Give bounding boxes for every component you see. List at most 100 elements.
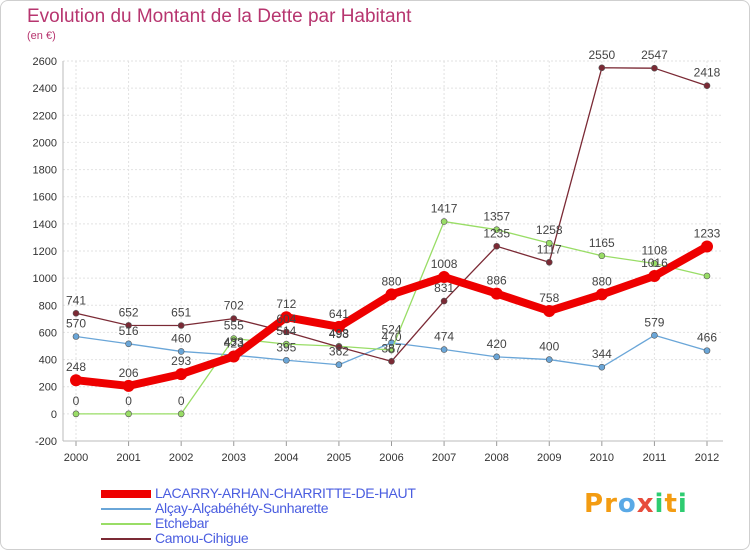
data-point [703, 347, 711, 354]
data-label: 474 [434, 330, 454, 344]
data-point [701, 240, 713, 253]
data-label: 570 [66, 317, 86, 331]
data-label: 1357 [483, 210, 510, 224]
logo-letter: r [604, 489, 618, 519]
data-label: 555 [224, 319, 244, 333]
y-tick-label: 1000 [33, 273, 57, 285]
data-point [230, 335, 238, 342]
data-point [388, 358, 395, 365]
chart-title: Evolution du Montant de la Dette par Hab… [27, 6, 412, 27]
data-point [283, 356, 290, 364]
data-point [125, 322, 132, 329]
data-point [335, 343, 343, 351]
y-tick-label: 2000 [33, 137, 57, 149]
legend-swatch [101, 538, 151, 540]
data-point [493, 226, 500, 233]
y-tick-label: 1800 [33, 165, 57, 177]
data-label: 712 [276, 297, 296, 311]
y-tick-label: 0 [51, 409, 57, 421]
proxiti-logo: Proxiti [584, 489, 688, 519]
data-point [177, 322, 185, 329]
data-point [125, 340, 132, 348]
y-tick-label: 400 [39, 355, 57, 367]
x-tick-label: 2005 [327, 452, 351, 464]
data-point [385, 288, 398, 301]
data-label: 2547 [641, 48, 668, 62]
data-label: 460 [171, 331, 191, 345]
x-tick-label: 2012 [695, 452, 719, 464]
x-tick-label: 2007 [432, 452, 456, 464]
y-tick-label: 2400 [33, 83, 57, 95]
legend-label: Camou-Cihigue [155, 530, 249, 546]
data-label: 420 [487, 337, 507, 351]
data-label: 0 [73, 394, 80, 408]
logo-letter: P [584, 489, 605, 519]
data-point [227, 350, 240, 363]
data-label: 248 [66, 360, 86, 374]
logo-letter: i [677, 489, 688, 519]
data-label: 1008 [431, 257, 458, 271]
chart-unit: (en €) [27, 30, 56, 42]
y-tick-label: 1600 [33, 192, 57, 204]
data-label: 293 [171, 354, 191, 368]
data-label: 423 [224, 336, 244, 350]
data-point [598, 252, 606, 260]
data-label: 2418 [694, 66, 721, 80]
data-label: 1258 [536, 223, 563, 237]
data-label: 470 [381, 330, 401, 344]
data-label: 2550 [588, 48, 615, 62]
data-label: 524 [381, 323, 401, 337]
data-point [440, 346, 448, 353]
data-label: 433 [224, 335, 244, 349]
data-label: 344 [592, 347, 612, 361]
y-tick-label: 1200 [33, 246, 57, 258]
data-point [332, 320, 345, 333]
data-label: 362 [329, 345, 349, 359]
data-label: 641 [329, 307, 349, 321]
data-label: 579 [644, 315, 664, 329]
data-point [438, 271, 451, 284]
data-point [177, 348, 185, 355]
data-label: 652 [119, 305, 139, 319]
data-point [545, 356, 553, 363]
data-point [283, 328, 290, 336]
data-point [493, 353, 500, 361]
data-point [545, 239, 553, 247]
logo-letter: x [636, 489, 655, 519]
data-label: 466 [697, 331, 717, 345]
data-point [72, 410, 80, 418]
y-tick-label: -200 [35, 436, 57, 448]
y-tick-label: 2600 [33, 56, 57, 68]
data-label: 651 [171, 306, 191, 320]
data-label: 1117 [537, 242, 562, 256]
data-label: 0 [178, 394, 185, 408]
data-point [283, 340, 290, 348]
data-label: 702 [224, 299, 244, 313]
data-point [388, 346, 395, 354]
data-label: 1417 [431, 202, 458, 216]
data-point [440, 297, 448, 305]
data-point [651, 331, 658, 339]
x-tick-label: 2011 [643, 452, 667, 464]
data-point [598, 64, 606, 72]
data-point [703, 82, 711, 89]
data-label: 1016 [641, 256, 668, 270]
data-point [335, 361, 343, 369]
data-label: 604 [276, 312, 296, 326]
data-point [280, 311, 293, 324]
y-tick-label: 2200 [33, 110, 57, 122]
data-point [648, 269, 661, 282]
data-label: 514 [276, 324, 296, 338]
data-label: 206 [119, 366, 139, 380]
logo-letter: i [654, 489, 665, 519]
logo-letter: t [664, 489, 678, 519]
data-point [651, 64, 658, 72]
data-point [125, 410, 132, 418]
data-label: 880 [592, 274, 612, 288]
data-point [493, 242, 500, 250]
data-point [230, 315, 238, 322]
logo-letter: o [617, 489, 637, 519]
legend-swatch [101, 523, 151, 525]
data-label: 886 [487, 274, 507, 288]
